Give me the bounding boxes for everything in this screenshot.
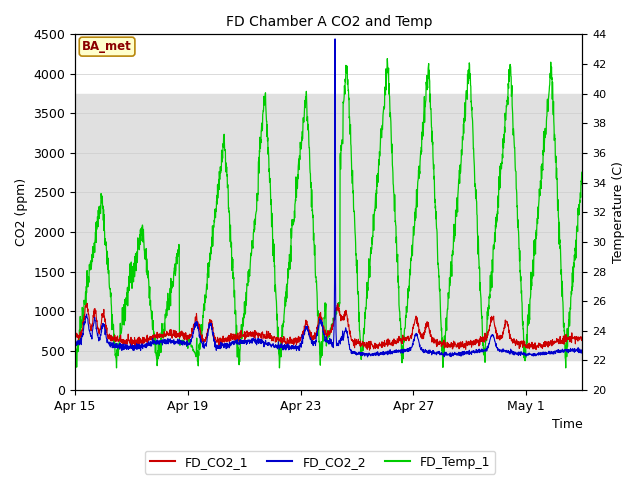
Text: BA_met: BA_met bbox=[82, 40, 132, 53]
Bar bbox=[75, 319, 582, 350]
X-axis label: Time: Time bbox=[552, 419, 582, 432]
Title: FD Chamber A CO2 and Temp: FD Chamber A CO2 and Temp bbox=[225, 15, 432, 29]
Y-axis label: Temperature (C): Temperature (C) bbox=[612, 161, 625, 263]
Bar bbox=[75, 94, 582, 360]
Y-axis label: CO2 (ppm): CO2 (ppm) bbox=[15, 178, 28, 246]
Legend: FD_CO2_1, FD_CO2_2, FD_Temp_1: FD_CO2_1, FD_CO2_2, FD_Temp_1 bbox=[145, 451, 495, 474]
